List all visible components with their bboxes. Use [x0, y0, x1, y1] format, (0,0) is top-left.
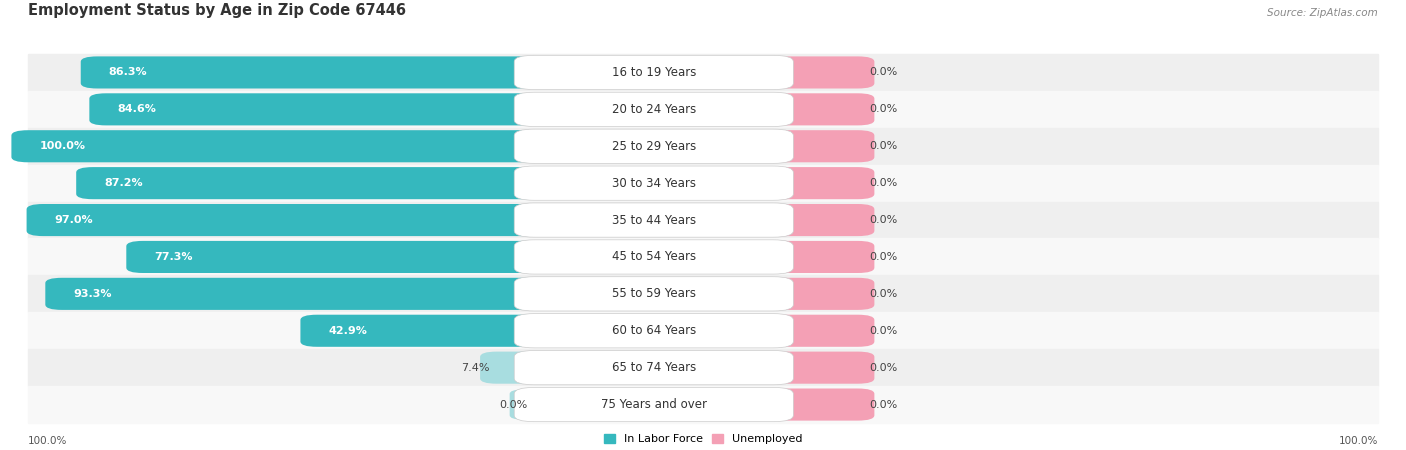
Bar	[28, 238, 1378, 275]
Text: 7.4%: 7.4%	[461, 363, 489, 373]
Text: 93.3%: 93.3%	[73, 289, 112, 299]
FancyBboxPatch shape	[27, 204, 551, 236]
Text: 86.3%: 86.3%	[108, 68, 148, 77]
Bar	[28, 91, 1378, 128]
Text: 0.0%: 0.0%	[499, 400, 527, 410]
Text: 16 to 19 Years: 16 to 19 Years	[612, 66, 696, 79]
Text: 20 to 24 Years: 20 to 24 Years	[612, 103, 696, 116]
Text: Source: ZipAtlas.com: Source: ZipAtlas.com	[1267, 8, 1378, 18]
FancyBboxPatch shape	[515, 129, 793, 163]
Text: 60 to 64 Years: 60 to 64 Years	[612, 324, 696, 337]
FancyBboxPatch shape	[45, 278, 551, 310]
Text: 87.2%: 87.2%	[104, 178, 143, 188]
Bar	[28, 386, 1378, 423]
FancyBboxPatch shape	[756, 351, 875, 384]
Bar	[28, 275, 1378, 312]
FancyBboxPatch shape	[515, 240, 793, 274]
Text: 65 to 74 Years: 65 to 74 Years	[612, 361, 696, 374]
FancyBboxPatch shape	[756, 388, 875, 421]
FancyBboxPatch shape	[756, 167, 875, 199]
Text: 0.0%: 0.0%	[869, 141, 897, 151]
FancyBboxPatch shape	[756, 315, 875, 347]
Text: 25 to 29 Years: 25 to 29 Years	[612, 140, 696, 153]
Text: 42.9%: 42.9%	[329, 326, 367, 336]
Text: 75 Years and over: 75 Years and over	[600, 398, 707, 411]
FancyBboxPatch shape	[756, 56, 875, 89]
Text: 0.0%: 0.0%	[869, 104, 897, 114]
FancyBboxPatch shape	[509, 390, 548, 419]
Bar	[28, 349, 1378, 386]
FancyBboxPatch shape	[90, 93, 551, 126]
Text: 0.0%: 0.0%	[869, 68, 897, 77]
FancyBboxPatch shape	[515, 92, 793, 126]
Text: 30 to 34 Years: 30 to 34 Years	[612, 177, 696, 189]
FancyBboxPatch shape	[756, 278, 875, 310]
Bar	[28, 128, 1378, 165]
Legend: In Labor Force, Unemployed: In Labor Force, Unemployed	[603, 434, 803, 445]
FancyBboxPatch shape	[515, 314, 793, 348]
Text: 0.0%: 0.0%	[869, 252, 897, 262]
Text: 45 to 54 Years: 45 to 54 Years	[612, 251, 696, 263]
Text: 0.0%: 0.0%	[869, 215, 897, 225]
Text: 97.0%: 97.0%	[55, 215, 93, 225]
Bar	[28, 312, 1378, 349]
Text: 100.0%: 100.0%	[39, 141, 86, 151]
Text: 0.0%: 0.0%	[869, 326, 897, 336]
Text: 55 to 59 Years: 55 to 59 Years	[612, 288, 696, 300]
Text: 77.3%: 77.3%	[155, 252, 193, 262]
FancyBboxPatch shape	[127, 241, 551, 273]
Text: 84.6%: 84.6%	[117, 104, 156, 114]
FancyBboxPatch shape	[756, 130, 875, 162]
FancyBboxPatch shape	[301, 315, 551, 347]
Text: 100.0%: 100.0%	[28, 436, 67, 446]
FancyBboxPatch shape	[515, 166, 793, 200]
Text: Employment Status by Age in Zip Code 67446: Employment Status by Age in Zip Code 674…	[28, 3, 406, 18]
Bar	[28, 165, 1378, 202]
Text: 0.0%: 0.0%	[869, 178, 897, 188]
FancyBboxPatch shape	[756, 93, 875, 126]
FancyBboxPatch shape	[76, 167, 551, 199]
FancyBboxPatch shape	[756, 204, 875, 236]
Bar	[28, 54, 1378, 91]
Text: 100.0%: 100.0%	[1339, 436, 1378, 446]
FancyBboxPatch shape	[515, 387, 793, 422]
Text: 0.0%: 0.0%	[869, 363, 897, 373]
FancyBboxPatch shape	[515, 203, 793, 237]
FancyBboxPatch shape	[515, 277, 793, 311]
Text: 0.0%: 0.0%	[869, 289, 897, 299]
FancyBboxPatch shape	[515, 55, 793, 90]
FancyBboxPatch shape	[479, 351, 551, 384]
Text: 35 to 44 Years: 35 to 44 Years	[612, 214, 696, 226]
Text: 0.0%: 0.0%	[869, 400, 897, 410]
Bar	[28, 202, 1378, 238]
FancyBboxPatch shape	[515, 351, 793, 385]
FancyBboxPatch shape	[756, 241, 875, 273]
FancyBboxPatch shape	[11, 130, 551, 162]
FancyBboxPatch shape	[80, 56, 551, 89]
